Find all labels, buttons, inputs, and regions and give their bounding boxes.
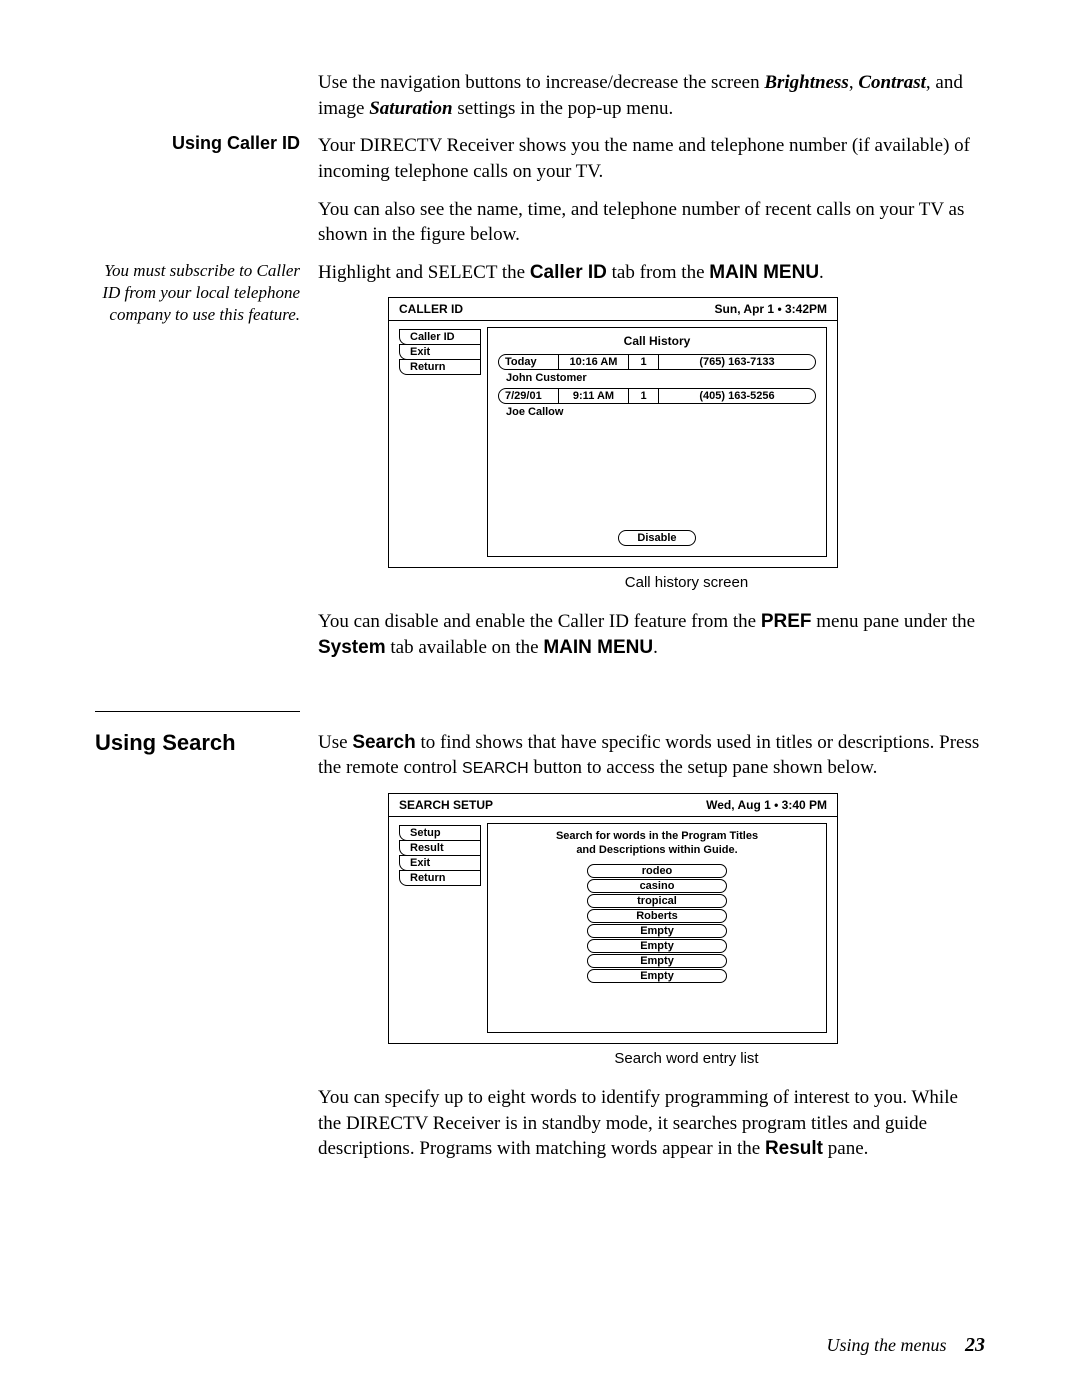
call-name: John Customer (498, 372, 816, 388)
t: tab available on the (386, 637, 544, 658)
tab-return[interactable]: Return (399, 359, 481, 375)
pref-ref: PREF (761, 611, 812, 632)
search-screen: SEARCH SETUP Wed, Aug 1 • 3:40 PM Setup … (388, 793, 838, 1044)
page-footer: Using the menus 23 (827, 1334, 986, 1357)
search-figure: SEARCH SETUP Wed, Aug 1 • 3:40 PM Setup … (388, 793, 985, 1067)
screen-datetime: Wed, Aug 1 • 3:40 PM (706, 798, 827, 812)
callerid-p4: You can disable and enable the Caller ID… (318, 609, 985, 660)
t: button to access the setup pane shown be… (529, 757, 878, 778)
call-date: 7/29/01 (499, 389, 559, 403)
t: Use (318, 732, 352, 753)
callerid-p1: Your DIRECTV Receiver shows you the name… (318, 133, 985, 184)
section-divider (95, 711, 300, 712)
search-list: rodeo casino tropical Roberts Empty Empt… (498, 864, 816, 983)
search-pane: Search for words in the Program Titles a… (487, 823, 827, 1033)
search-word[interactable]: Empty (587, 969, 727, 983)
t: and Descriptions within Guide. (576, 844, 737, 856)
main-menu-ref: MAIN MENU (709, 262, 819, 283)
t: pane. (823, 1138, 868, 1159)
system-ref: System (318, 637, 386, 658)
callerid-screen: CALLER ID Sun, Apr 1 • 3:42PM Caller ID … (388, 297, 838, 568)
search-instruction: Search for words in the Program Titles a… (498, 830, 816, 858)
footer-text: Using the menus (827, 1335, 947, 1355)
callerid-sidenote: You must subscribe to Caller ID from you… (95, 260, 300, 326)
callerid-p2: You can also see the name, time, and tel… (318, 197, 985, 248)
t: tab from the (607, 262, 709, 283)
t: . (653, 637, 658, 658)
section-search: Using Search (95, 730, 300, 756)
screen-title: CALLER ID (399, 302, 463, 316)
callerid-caption: Call history screen (388, 574, 985, 591)
search-p2: You can specify up to eight words to ide… (318, 1085, 985, 1162)
call-phone: (405) 163-5256 (659, 389, 815, 403)
t: Search for words in the Program Titles (556, 830, 758, 842)
tab-result[interactable]: Result (399, 840, 481, 856)
section-caller-id: Using Caller ID (95, 133, 300, 154)
call-history-pane: Call History Today 10:16 AM 1 (765) 163-… (487, 327, 827, 557)
callerid-tabs: Caller ID Exit Return (399, 327, 481, 557)
callerid-figure: CALLER ID Sun, Apr 1 • 3:42PM Caller ID … (388, 297, 985, 591)
search-ref: Search (352, 732, 415, 753)
t: Highlight and SELECT the (318, 262, 530, 283)
page-number: 23 (965, 1334, 985, 1356)
call-time: 10:16 AM (559, 355, 629, 369)
saturation-label: Saturation (369, 98, 452, 119)
t: settings in the pop-up menu. (453, 98, 674, 119)
call-phone: (765) 163-7133 (659, 355, 815, 369)
t: . (819, 262, 824, 283)
result-ref: Result (765, 1138, 823, 1159)
callerid-tab-ref: Caller ID (530, 262, 607, 283)
pane-title: Call History (498, 334, 816, 348)
brightness-label: Brightness (764, 72, 848, 93)
search-tabs: Setup Result Exit Return (399, 823, 481, 1033)
search-word[interactable]: tropical (587, 894, 727, 908)
search-p1: Use Search to find shows that have speci… (318, 730, 985, 781)
search-word[interactable]: rodeo (587, 864, 727, 878)
tab-return[interactable]: Return (399, 870, 481, 886)
call-entry[interactable]: 7/29/01 9:11 AM 1 (405) 163-5256 (498, 388, 816, 404)
contrast-label: Contrast (858, 72, 926, 93)
intro-text: Use the navigation buttons to increase/d… (318, 70, 985, 121)
search-button-ref: SEARCH (462, 760, 529, 777)
call-count: 1 (629, 389, 659, 403)
search-word[interactable]: casino (587, 879, 727, 893)
call-count: 1 (629, 355, 659, 369)
search-word[interactable]: Empty (587, 954, 727, 968)
main-menu-ref: MAIN MENU (543, 637, 653, 658)
t: You can disable and enable the Caller ID… (318, 611, 761, 632)
screen-datetime: Sun, Apr 1 • 3:42PM (715, 302, 827, 316)
callerid-p3: Highlight and SELECT the Caller ID tab f… (318, 260, 985, 286)
call-entry[interactable]: Today 10:16 AM 1 (765) 163-7133 (498, 354, 816, 370)
call-date: Today (499, 355, 559, 369)
screen-title: SEARCH SETUP (399, 798, 493, 812)
search-word[interactable]: Empty (587, 924, 727, 938)
tab-setup[interactable]: Setup (399, 825, 481, 841)
tab-callerid[interactable]: Caller ID (399, 329, 481, 345)
disable-button[interactable]: Disable (618, 530, 695, 546)
search-word[interactable]: Empty (587, 939, 727, 953)
search-caption: Search word entry list (388, 1050, 985, 1067)
search-word[interactable]: Roberts (587, 909, 727, 923)
call-time: 9:11 AM (559, 389, 629, 403)
t: menu pane under the (812, 611, 976, 632)
tab-exit[interactable]: Exit (399, 344, 481, 360)
call-name: Joe Callow (498, 406, 816, 422)
t: Use the navigation buttons to increase/d… (318, 72, 764, 93)
t: , (849, 72, 859, 93)
tab-exit[interactable]: Exit (399, 855, 481, 871)
